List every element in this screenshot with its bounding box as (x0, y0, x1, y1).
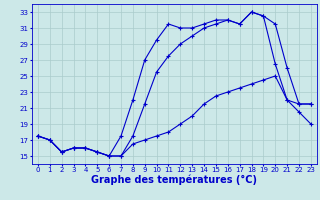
X-axis label: Graphe des températures (°C): Graphe des températures (°C) (92, 175, 257, 185)
